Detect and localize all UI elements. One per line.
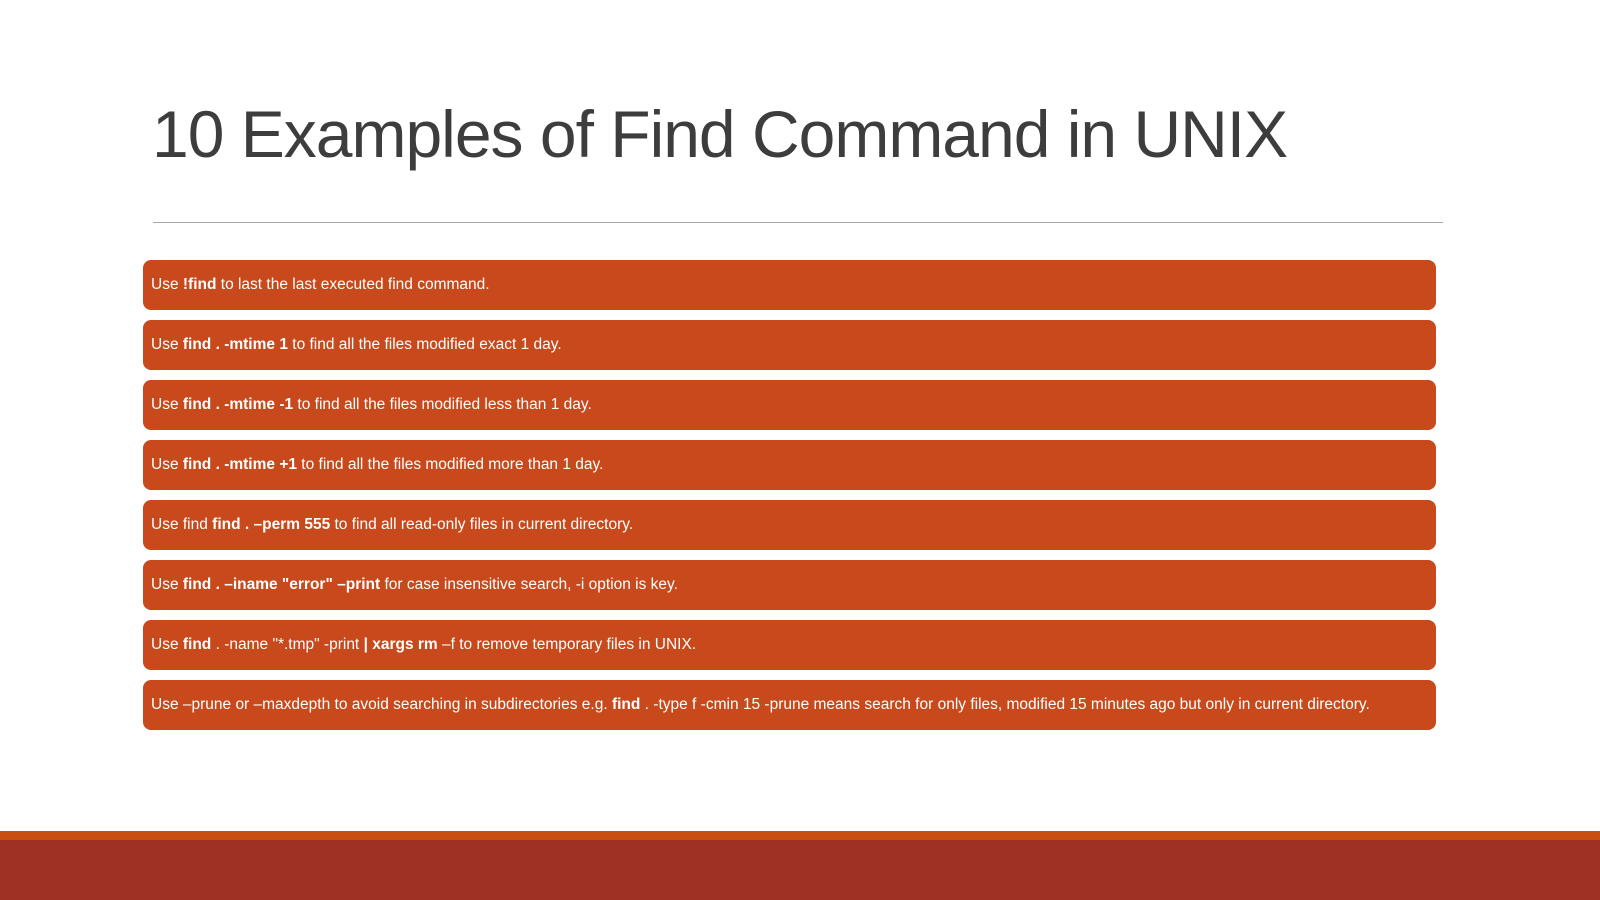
find-example-bar-6: Use find . –iname "error" –print for cas… [143,560,1436,610]
find-example-bar-5: Use find find . –perm 555 to find all re… [143,500,1436,550]
examples-list: Use !find to last the last executed find… [143,260,1436,740]
find-example-text-3: Use find . -mtime -1 to find all the fil… [151,395,592,415]
footer-band [0,840,1600,900]
text-run: Use [151,336,183,353]
text-run: find . –perm 555 [212,516,331,533]
text-run: to find all the files modified exact 1 d… [287,336,562,353]
text-run: !find [182,276,217,293]
text-run: to last the last executed find command. [216,276,490,293]
find-example-bar-4: Use find . -mtime +1 to find all the fil… [143,440,1436,490]
text-run: find [182,636,212,653]
find-example-bar-1: Use !find to last the last executed find… [143,260,1436,310]
find-example-text-4: Use find . -mtime +1 to find all the fil… [151,455,603,475]
find-example-bar-8: Use –prune or –maxdepth to avoid searchi… [143,680,1436,730]
text-run: . -name "*.tmp" -print [211,636,364,653]
text-run: Use find [151,516,213,533]
find-example-text-5: Use find find . –perm 555 to find all re… [151,515,633,535]
text-run: to find all the files modified less than… [293,396,592,413]
text-run: Use [151,456,183,473]
find-example-text-7: Use find . -name "*.tmp" -print | xargs … [151,635,696,655]
text-run: Use [151,576,183,593]
find-example-bar-2: Use find . -mtime 1 to find all the file… [143,320,1436,370]
find-example-bar-3: Use find . -mtime -1 to find all the fil… [143,380,1436,430]
page-title: 10 Examples of Find Command in UNIX [152,97,1288,171]
text-run: –f to remove temporary files in UNIX. [437,636,697,653]
text-run: Use [151,276,183,293]
text-run: for case insensitive search, -i option i… [380,576,678,593]
text-run: find [611,696,641,713]
text-run: Use [151,396,183,413]
find-example-bar-7: Use find . -name "*.tmp" -print | xargs … [143,620,1436,670]
text-run: find . -mtime -1 [182,396,294,413]
text-run: Use –prune or –maxdepth to avoid searchi… [151,696,612,713]
text-run: find . -mtime 1 [182,336,288,353]
footer-accent-stripe [0,831,1600,840]
text-run: find . -mtime +1 [182,456,297,473]
find-example-text-8: Use –prune or –maxdepth to avoid searchi… [151,695,1370,715]
text-run: to find all the files modified more than… [297,456,604,473]
find-example-text-2: Use find . -mtime 1 to find all the file… [151,335,562,355]
find-example-text-1: Use !find to last the last executed find… [151,275,490,295]
text-run: | xargs rm [363,636,438,653]
text-run: find . –iname "error" –print [182,576,381,593]
find-example-text-6: Use find . –iname "error" –print for cas… [151,575,678,595]
title-divider [153,222,1443,223]
text-run: . -type f -cmin 15 -prune means search f… [640,696,1370,713]
text-run: Use [151,636,183,653]
text-run: to find all read-only files in current d… [330,516,634,533]
